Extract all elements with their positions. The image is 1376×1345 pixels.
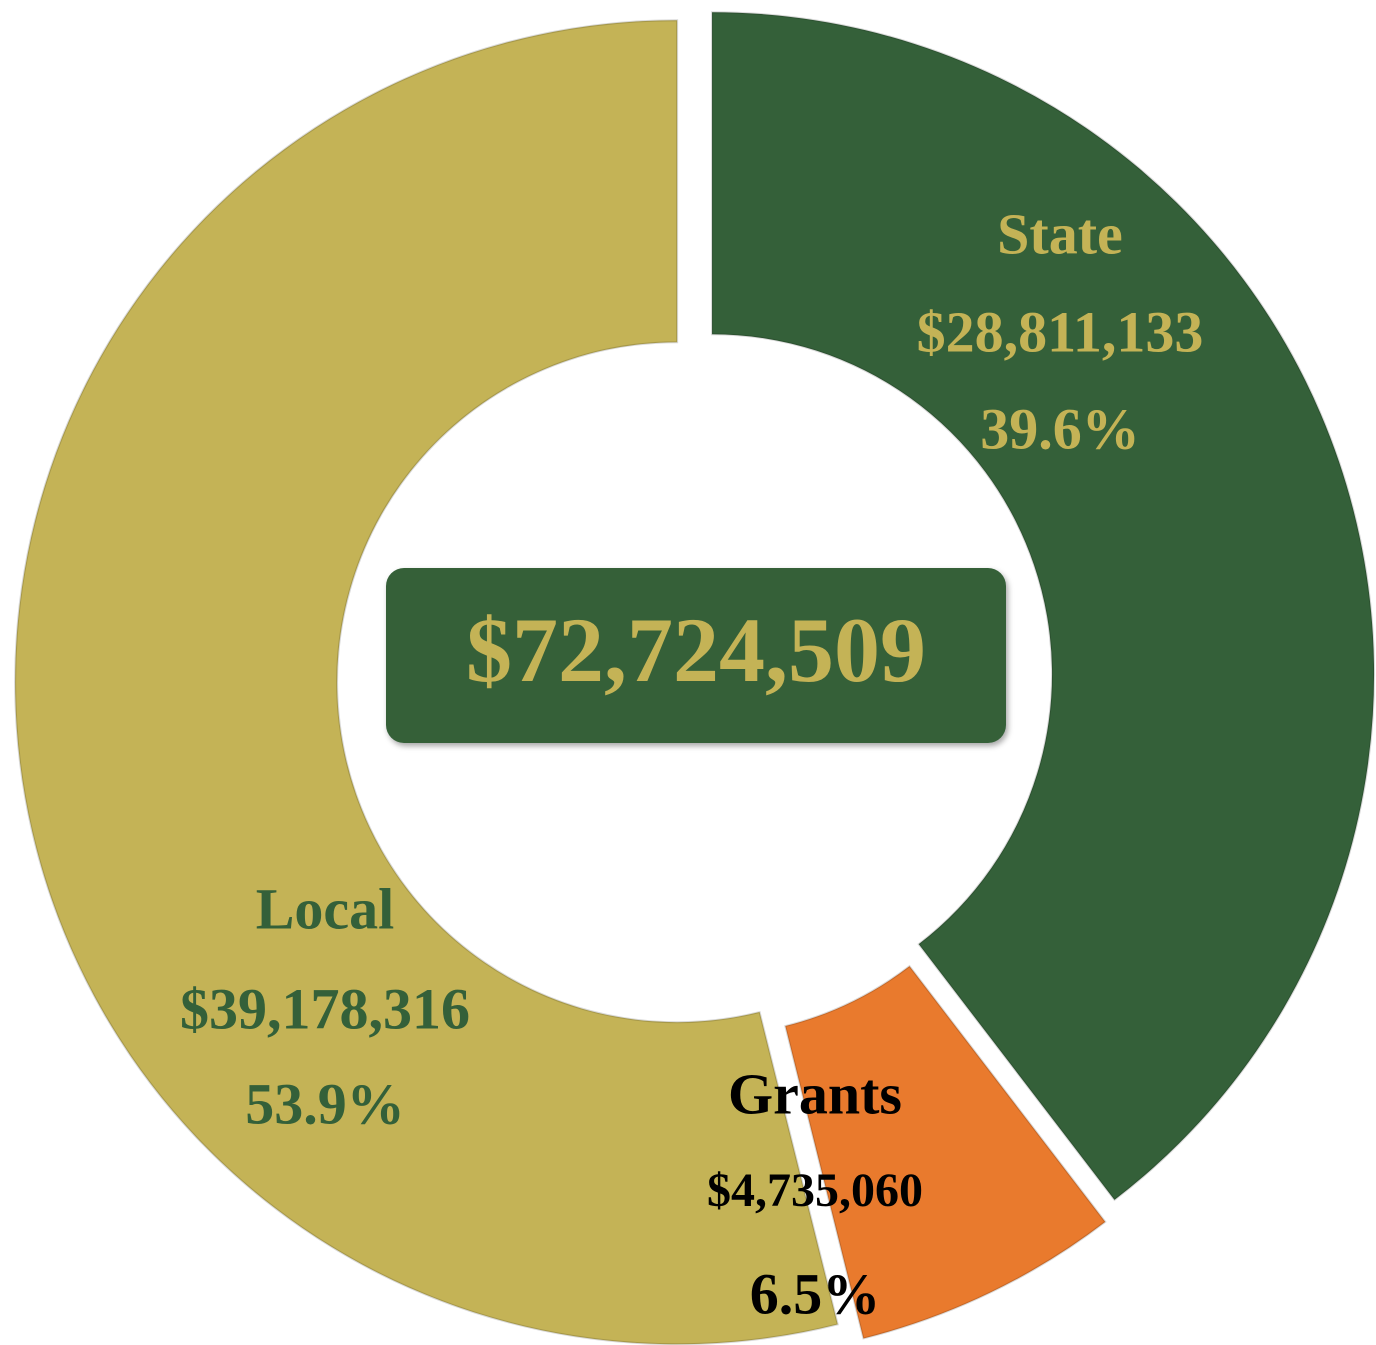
slice-name: State [997,201,1123,266]
total-label: $72,724,509 [466,599,926,701]
donut-slice [784,964,1107,1340]
slice-amount: $39,178,316 [180,976,470,1041]
slice-name: Local [256,876,395,941]
slice-percent: 6.5% [750,1261,881,1326]
slice-amount: $4,735,060 [707,1164,923,1217]
slice-percent: 53.9% [245,1071,405,1136]
slice-percent: 39.6% [980,396,1140,461]
slice-amount: $28,811,133 [917,299,1204,364]
donut-slice [14,19,839,1345]
donut-slice [711,11,1375,1202]
total-box [386,568,1006,743]
slice-name: Grants [728,1061,902,1126]
